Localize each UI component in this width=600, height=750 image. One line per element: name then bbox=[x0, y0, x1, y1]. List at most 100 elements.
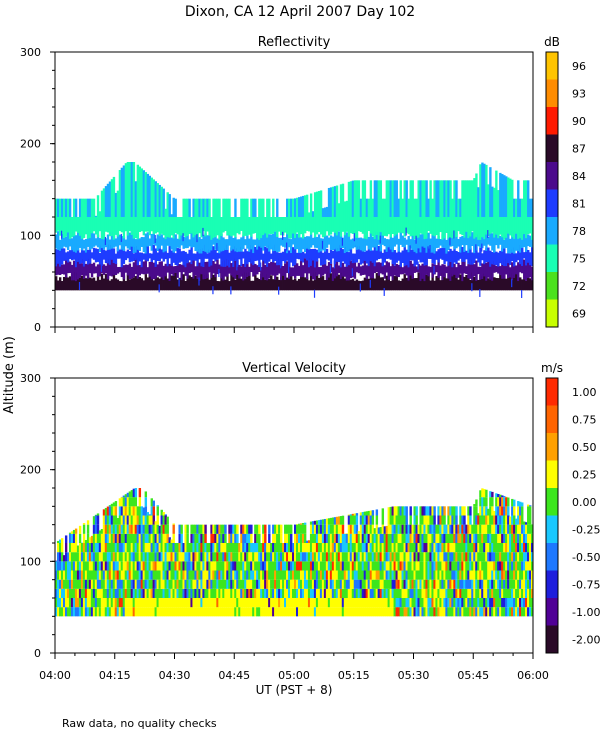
data-cell bbox=[471, 570, 474, 580]
data-cell bbox=[184, 251, 187, 268]
data-cell bbox=[427, 607, 430, 617]
data-cell bbox=[497, 588, 500, 598]
data-cell bbox=[72, 598, 76, 608]
data-cell bbox=[162, 188, 165, 217]
data-cell bbox=[138, 561, 142, 571]
data-cell bbox=[483, 552, 486, 562]
data-cell bbox=[80, 552, 84, 562]
data-cell bbox=[503, 598, 506, 608]
data-cell bbox=[90, 561, 94, 571]
data-cell bbox=[74, 552, 78, 562]
data-cell bbox=[62, 264, 66, 275]
data-cell bbox=[270, 598, 273, 608]
data-cell bbox=[126, 162, 130, 217]
data-cell bbox=[270, 543, 273, 553]
data-cell bbox=[184, 261, 187, 276]
data-cell bbox=[525, 217, 528, 239]
data-cell bbox=[347, 514, 351, 516]
data-cell bbox=[479, 515, 482, 525]
data-cell bbox=[242, 235, 245, 250]
data-cell bbox=[240, 533, 243, 543]
data-cell bbox=[270, 253, 273, 260]
data-cell bbox=[515, 265, 518, 275]
data-cell bbox=[216, 579, 219, 589]
data-cell bbox=[421, 230, 424, 247]
data-cell bbox=[511, 262, 514, 281]
data-cell bbox=[142, 217, 146, 236]
data-cell bbox=[278, 524, 281, 534]
data-cell bbox=[82, 273, 86, 291]
data-cell bbox=[290, 598, 293, 608]
data-cell bbox=[294, 588, 297, 598]
data-cell bbox=[459, 561, 462, 571]
data-cell bbox=[295, 233, 299, 250]
data-cell bbox=[373, 607, 377, 617]
colorbar-label: -0.50 bbox=[572, 551, 600, 564]
data-cell bbox=[110, 258, 114, 277]
data-cell bbox=[56, 217, 60, 231]
data-cell bbox=[317, 217, 321, 233]
data-cell bbox=[224, 239, 227, 251]
data-cell bbox=[295, 197, 299, 217]
data-cell bbox=[405, 588, 408, 598]
data-cell bbox=[140, 515, 144, 525]
data-cell bbox=[206, 570, 209, 580]
data-cell bbox=[521, 543, 524, 553]
data-cell bbox=[126, 231, 130, 249]
data-cell bbox=[188, 570, 191, 580]
data-cell bbox=[383, 238, 387, 247]
data-cell bbox=[509, 516, 512, 525]
data-cell bbox=[449, 524, 452, 534]
data-cell bbox=[395, 263, 398, 277]
data-cell bbox=[184, 543, 187, 553]
data-cell bbox=[383, 543, 387, 553]
data-cell bbox=[389, 543, 392, 553]
data-cell bbox=[401, 588, 404, 598]
data-cell bbox=[473, 234, 476, 254]
data-cell bbox=[459, 607, 462, 617]
data-cell bbox=[349, 579, 353, 589]
data-cell bbox=[236, 598, 239, 608]
data-cell bbox=[519, 515, 522, 525]
data-cell bbox=[517, 588, 520, 598]
data-cell bbox=[505, 552, 508, 562]
data-cell bbox=[150, 217, 153, 232]
data-cell bbox=[174, 607, 177, 617]
data-cell bbox=[295, 598, 299, 608]
data-cell bbox=[186, 217, 189, 237]
data-cell bbox=[301, 265, 305, 278]
data-cell bbox=[144, 533, 148, 543]
data-cell bbox=[138, 543, 142, 553]
data-cell bbox=[176, 570, 179, 580]
data-cell bbox=[519, 579, 522, 589]
data-cell bbox=[290, 552, 293, 562]
data-cell bbox=[477, 266, 480, 275]
data-cell bbox=[343, 201, 347, 217]
data-cell bbox=[244, 217, 247, 236]
data-cell bbox=[118, 570, 122, 580]
data-cell bbox=[272, 579, 275, 589]
data-cell bbox=[503, 533, 506, 543]
data-cell bbox=[140, 237, 144, 247]
data-cell bbox=[503, 239, 506, 249]
data-cell bbox=[230, 286, 232, 295]
data-cell bbox=[228, 579, 231, 589]
data-cell bbox=[286, 277, 289, 291]
data-cell bbox=[361, 251, 365, 264]
data-cell bbox=[150, 579, 153, 589]
data-cell bbox=[449, 552, 452, 562]
data-cell bbox=[459, 598, 462, 608]
data-cell bbox=[311, 237, 315, 246]
data-cell bbox=[250, 570, 253, 580]
data-cell bbox=[453, 274, 456, 291]
data-cell bbox=[481, 598, 484, 608]
data-cell bbox=[122, 570, 126, 580]
data-cell bbox=[90, 263, 94, 278]
data-cell bbox=[387, 507, 390, 516]
data-cell bbox=[319, 607, 323, 617]
data-cell bbox=[369, 510, 373, 516]
data-cell bbox=[218, 198, 221, 217]
data-cell bbox=[186, 543, 189, 553]
data-cell bbox=[515, 570, 518, 580]
data-cell bbox=[517, 277, 520, 291]
